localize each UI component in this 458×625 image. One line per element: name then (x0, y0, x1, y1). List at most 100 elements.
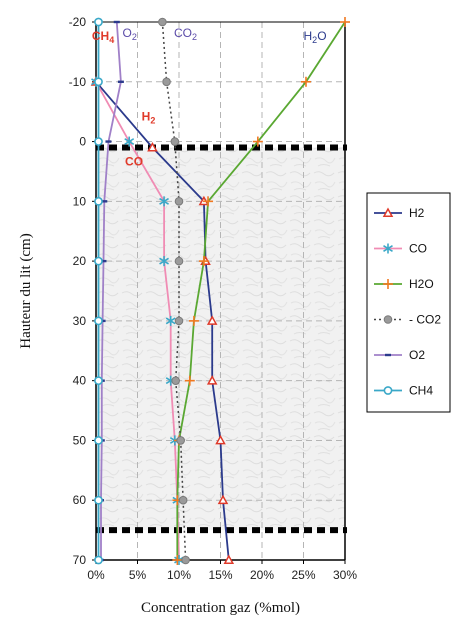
x-tick-label: 20% (250, 568, 274, 582)
circle-marker (162, 77, 171, 87)
circle-marker (178, 495, 188, 505)
annotation-label: CO2 (174, 26, 197, 42)
y-tick-label: 10 (73, 194, 87, 208)
open-circle-marker (94, 495, 103, 505)
legend-label: CH4 (409, 384, 433, 398)
open-circle-marker (94, 77, 103, 87)
annotations: CH4 O2 CO2 H2O H2 CO (92, 26, 327, 169)
open-circle-marker (94, 316, 103, 326)
asterisk-stroke (159, 257, 169, 265)
series-layer (90, 17, 350, 565)
circle-marker (176, 436, 185, 445)
data-point (223, 554, 235, 564)
data-point (94, 137, 103, 146)
open-circle-marker (94, 555, 103, 565)
data-point (147, 141, 158, 152)
circle-marker (174, 256, 184, 266)
data-point (178, 495, 188, 505)
annotation-label: H2 (142, 110, 156, 126)
y-tick-labels: -20 -10 0 10 20 30 40 50 60 70 (69, 15, 96, 567)
open-circle-marker (94, 256, 103, 266)
triangle-marker (215, 434, 226, 445)
data-point (217, 494, 229, 505)
legend-label: - CO2 (409, 313, 441, 327)
data-point (176, 436, 185, 445)
triangle-marker (206, 375, 218, 385)
data-point (124, 136, 135, 147)
x-tick-label: 0% (87, 568, 105, 582)
legend: H2 CO H2O - CO2 O2 CH4 (366, 192, 451, 413)
x-tick-label: 10% (167, 568, 191, 582)
triangle-marker (223, 554, 235, 564)
data-point (94, 376, 103, 386)
asterisk-stroke (383, 245, 393, 252)
triangle-marker (382, 207, 394, 217)
data-point (162, 77, 171, 87)
data-point (94, 495, 103, 505)
bed-limit-lines (96, 144, 347, 534)
y-axis-title: Hauteur du lit (cm) (18, 233, 34, 348)
legend-item: H2O (374, 277, 434, 291)
series-line (100, 21, 122, 560)
legend-box (366, 192, 451, 413)
data-point (165, 315, 176, 326)
data-point (300, 76, 311, 87)
data-point (171, 376, 180, 385)
y-tick-label: -10 (69, 75, 87, 89)
series-line (161, 21, 187, 561)
data-point (159, 196, 169, 207)
data-point (174, 197, 184, 206)
x-tick-labels: 0% 5% 10% 15% 20% 25% 30% (87, 560, 357, 582)
data-point (94, 196, 103, 206)
series-co2 (158, 17, 190, 565)
data-point (94, 17, 103, 27)
open-circle-marker (94, 137, 103, 146)
legend-label: H2O (409, 277, 434, 291)
data-point (184, 375, 195, 386)
asterisk-stroke (159, 197, 169, 205)
x-tick-label: 5% (129, 568, 147, 582)
triangle-marker (217, 494, 229, 505)
y-tick-label: 70 (73, 553, 87, 567)
y-tick-label: 20 (73, 254, 87, 268)
asterisk-stroke (165, 317, 176, 325)
circle-marker (174, 197, 184, 206)
legend-label: H2 (409, 206, 425, 220)
annotation-label: CH4 (92, 29, 114, 45)
y-tick-label: 40 (73, 374, 87, 388)
legend-item: O2 (374, 348, 425, 362)
data-point (383, 386, 393, 395)
data-point (94, 555, 103, 565)
data-point (252, 136, 263, 147)
data-point (215, 434, 226, 445)
data-point (198, 256, 209, 267)
x-tick-label: 30% (333, 568, 357, 582)
y-tick-label: -20 (69, 15, 87, 29)
legend-label: CO (409, 242, 427, 256)
data-point (203, 196, 214, 207)
data-point (174, 316, 184, 326)
data-point (170, 137, 180, 146)
circle-marker (174, 316, 184, 326)
annotation-label: O2 (123, 26, 137, 42)
data-point (159, 256, 169, 267)
y-tick-label: 50 (73, 433, 87, 447)
data-point (383, 315, 393, 324)
y-tick-label: 0 (79, 135, 86, 149)
triangle-marker (147, 141, 158, 152)
data-point (383, 243, 393, 254)
legend-item: CO (374, 242, 427, 256)
y-tick-label: 60 (73, 493, 87, 507)
open-circle-marker (94, 436, 103, 445)
x-tick-label: 15% (208, 568, 232, 582)
y-tick-label: 30 (73, 314, 87, 328)
open-circle-marker (94, 17, 103, 27)
data-point (188, 315, 199, 326)
data-point (94, 316, 103, 326)
series-h2o (172, 17, 350, 565)
legend-item: H2 (374, 206, 425, 220)
legend-item: - CO2 (374, 313, 441, 327)
circle-marker (383, 315, 393, 324)
open-circle-marker (94, 196, 103, 206)
